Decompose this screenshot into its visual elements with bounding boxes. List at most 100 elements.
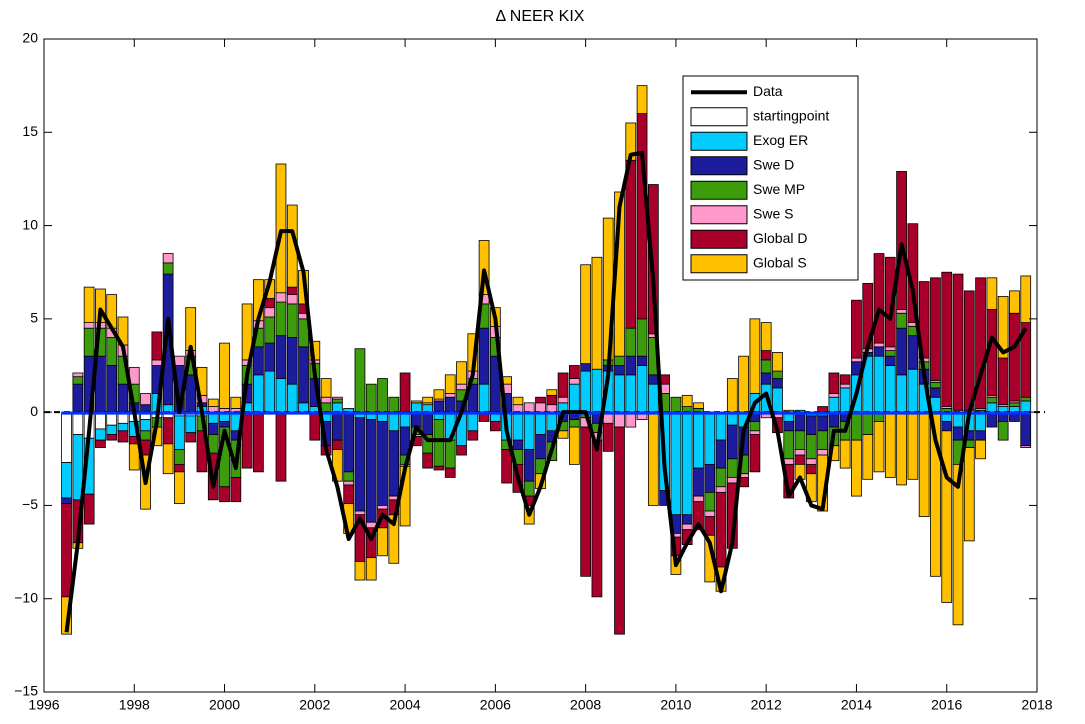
x-tick-label: 2006 bbox=[480, 697, 511, 713]
bar-segment bbox=[298, 346, 309, 404]
bar-segment bbox=[286, 383, 298, 413]
bar-segment bbox=[997, 421, 1009, 441]
bar-segment bbox=[873, 253, 885, 344]
bar-segment bbox=[568, 426, 580, 465]
bar-segment bbox=[467, 411, 479, 432]
bar-segment bbox=[377, 421, 388, 506]
bar-segment bbox=[365, 419, 377, 523]
bar-segment bbox=[253, 346, 264, 376]
bar-segment bbox=[140, 419, 151, 432]
legend-label: Swe D bbox=[753, 156, 794, 172]
legend-label: Global S bbox=[753, 254, 807, 270]
bar-segment bbox=[332, 439, 343, 450]
bar-segment bbox=[568, 378, 580, 385]
bar-segment bbox=[286, 337, 298, 385]
bar-segment bbox=[388, 430, 400, 497]
bar-segment bbox=[557, 430, 569, 439]
bar-segment bbox=[117, 422, 129, 432]
bar-segment bbox=[61, 497, 72, 504]
bar-segment bbox=[512, 404, 524, 413]
bar-segment bbox=[456, 445, 467, 456]
bar-segment bbox=[963, 447, 975, 542]
bar-segment bbox=[975, 430, 986, 441]
bar-segment bbox=[862, 434, 874, 480]
bar-segment bbox=[1009, 290, 1020, 314]
bar-segment bbox=[907, 335, 919, 370]
bar-segment bbox=[512, 439, 524, 450]
bar-segment bbox=[580, 363, 592, 372]
bar-segment bbox=[636, 85, 648, 115]
bar-segment bbox=[693, 402, 704, 409]
bar-segment bbox=[286, 294, 298, 305]
bar-segment bbox=[478, 240, 490, 296]
legend-swatch bbox=[690, 205, 748, 225]
bar-segment bbox=[433, 400, 445, 413]
x-tick-label: 2004 bbox=[390, 697, 421, 713]
bar-segment bbox=[783, 430, 795, 460]
bar-segment bbox=[95, 411, 106, 430]
bar-segment bbox=[805, 463, 817, 475]
bar-segment bbox=[523, 402, 535, 413]
bar-segment bbox=[444, 396, 456, 413]
bar-segment bbox=[997, 357, 1009, 406]
bar-segment bbox=[975, 411, 986, 432]
legend-label: Swe S bbox=[753, 205, 793, 221]
bar-segment bbox=[512, 411, 524, 441]
bar-segment bbox=[422, 404, 434, 413]
bar-segment bbox=[185, 415, 197, 434]
y-tick-label: 10 bbox=[22, 216, 38, 232]
y-tick-label: 15 bbox=[22, 123, 38, 139]
legend-swatch bbox=[690, 229, 748, 249]
bar-segment bbox=[636, 318, 648, 357]
bar-segment bbox=[681, 394, 693, 407]
bar-segment bbox=[636, 365, 648, 413]
bar-segment bbox=[140, 393, 151, 406]
bar-segment bbox=[377, 378, 388, 413]
bar-segment bbox=[106, 424, 118, 435]
bar-segment bbox=[275, 411, 287, 482]
bar-segment bbox=[456, 383, 467, 391]
bar-segment bbox=[839, 439, 851, 469]
bar-segment bbox=[772, 387, 783, 413]
bar-segment bbox=[884, 411, 896, 478]
bar-segment bbox=[817, 449, 828, 456]
bar-segment bbox=[704, 463, 716, 493]
bar-segment bbox=[794, 449, 806, 456]
bar-segment bbox=[174, 355, 185, 366]
bar-segment bbox=[377, 505, 388, 510]
data-line bbox=[64, 150, 1028, 633]
y-tick-label: −15 bbox=[14, 683, 38, 699]
y-tick-label: 0 bbox=[30, 403, 38, 419]
bar-segment bbox=[647, 383, 659, 413]
y-tick-label: −5 bbox=[22, 496, 38, 512]
bar-segment bbox=[354, 348, 366, 413]
bar-segment bbox=[715, 467, 727, 488]
bar-segment bbox=[219, 342, 230, 409]
bar-segment bbox=[772, 352, 783, 372]
bar-segment bbox=[320, 402, 332, 413]
bar-segment bbox=[478, 383, 490, 413]
bar-segment bbox=[896, 327, 907, 376]
bar-segment bbox=[693, 495, 704, 503]
bar-segment bbox=[884, 350, 896, 357]
bar-segment bbox=[275, 301, 287, 337]
x-tick-label: 2018 bbox=[1021, 697, 1052, 713]
bar-segment bbox=[241, 303, 253, 361]
legend-swatch bbox=[690, 107, 748, 127]
bar-segment bbox=[760, 322, 772, 351]
bar-segment bbox=[174, 471, 185, 504]
bar-segment bbox=[162, 262, 174, 275]
bar-segment bbox=[726, 378, 738, 413]
bar-segment bbox=[546, 404, 558, 413]
bar-segment bbox=[388, 411, 400, 432]
bar-segment bbox=[61, 462, 72, 499]
bar-segment bbox=[456, 361, 467, 385]
bar-segment bbox=[681, 514, 693, 525]
legend-swatch bbox=[690, 131, 748, 151]
y-tick-label: 5 bbox=[30, 310, 38, 326]
bar-segment bbox=[320, 396, 332, 404]
bar-segment bbox=[399, 372, 411, 413]
x-tick-label: 2012 bbox=[751, 697, 782, 713]
bar-segment bbox=[896, 309, 907, 314]
bar-segment bbox=[444, 393, 456, 398]
